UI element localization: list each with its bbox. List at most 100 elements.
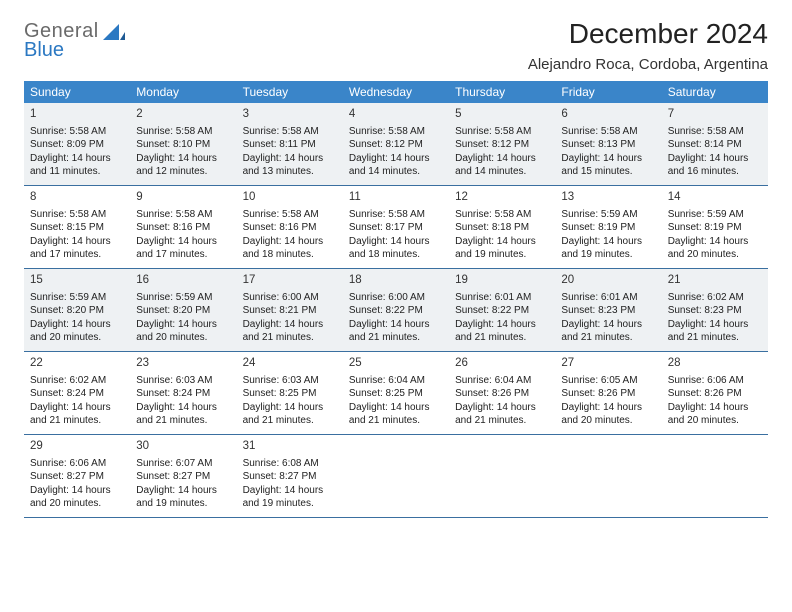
day-cell: 13 Sunrise: 5:59 AMSunset: 8:19 PMDayligh… [555,186,661,268]
sunset-line: Sunset: 8:11 PM [243,138,337,152]
day-number: 7 [668,107,762,123]
sunset-line: Sunset: 8:20 PM [136,304,230,318]
daylight-line: Daylight: 14 hours and 17 minutes. [30,235,124,262]
day-cell: 10Sunrise: 5:58 AMSunset: 8:16 PMDayligh… [237,186,343,268]
day-number: 19 [455,273,549,289]
day-cell: 23Sunrise: 6:03 AMSunset: 8:24 PMDayligh… [130,352,236,434]
sunset-line: Sunset: 8:20 PM [30,304,124,318]
daylight-line: Daylight: 14 hours and 11 minutes. [30,152,124,179]
day-cell: 20Sunrise: 6:01 AMSunset: 8:23 PMDayligh… [555,269,661,351]
sunset-line: Sunset: 8:23 PM [668,304,762,318]
day-cell: 22Sunrise: 6:02 AMSunset: 8:24 PMDayligh… [24,352,130,434]
sunrise-line: Sunrise: 6:00 AM [243,291,337,305]
daylight-line: Daylight: 14 hours and 17 minutes. [136,235,230,262]
sunrise-line: Sunrise: 6:02 AM [668,291,762,305]
header: General Blue December 2024 Alejandro Roc… [24,18,768,73]
sunset-line: Sunset: 8:17 PM [349,221,443,235]
sunset-line: Sunset: 8:26 PM [455,387,549,401]
daylight-line: Daylight: 14 hours and 21 minutes. [136,401,230,428]
week-row: 22Sunrise: 6:02 AMSunset: 8:24 PMDayligh… [24,352,768,435]
sunrise-line: Sunrise: 5:59 AM [668,208,762,222]
empty-cell [662,435,768,517]
sunset-line: Sunset: 8:23 PM [561,304,655,318]
empty-cell [343,435,449,517]
day-cell: 1Sunrise: 5:58 AMSunset: 8:09 PMDaylight… [24,103,130,185]
sunset-line: Sunset: 8:19 PM [561,221,655,235]
sunrise-line: Sunrise: 5:58 AM [455,125,549,139]
sunset-line: Sunset: 8:12 PM [349,138,443,152]
sunset-line: Sunset: 8:24 PM [136,387,230,401]
sunset-line: Sunset: 8:25 PM [349,387,443,401]
daylight-line: Daylight: 14 hours and 19 minutes. [561,235,655,262]
sunset-line: Sunset: 8:18 PM [455,221,549,235]
day-cell: 21Sunrise: 6:02 AMSunset: 8:23 PMDayligh… [662,269,768,351]
day-cell: 9Sunrise: 5:58 AMSunset: 8:16 PMDaylight… [130,186,236,268]
sunrise-line: Sunrise: 6:08 AM [243,457,337,471]
daylight-line: Daylight: 14 hours and 19 minutes. [243,484,337,511]
day-number: 25 [349,356,443,372]
sunrise-line: Sunrise: 5:58 AM [30,208,124,222]
day-cell: 29Sunrise: 6:06 AMSunset: 8:27 PMDayligh… [24,435,130,517]
title-block: December 2024 Alejandro Roca, Cordoba, A… [528,18,768,73]
sunset-line: Sunset: 8:15 PM [30,221,124,235]
day-number: 18 [349,273,443,289]
sunrise-line: Sunrise: 6:05 AM [561,374,655,388]
dow-cell: Wednesday [343,81,449,103]
day-cell: 25Sunrise: 6:04 AMSunset: 8:25 PMDayligh… [343,352,449,434]
logo: General Blue [24,18,125,60]
day-cell: 14Sunrise: 5:59 AMSunset: 8:19 PMDayligh… [662,186,768,268]
sunrise-line: Sunrise: 6:03 AM [136,374,230,388]
daylight-line: Daylight: 14 hours and 21 minutes. [243,318,337,345]
daylight-line: Daylight: 14 hours and 20 minutes. [561,401,655,428]
daylight-line: Daylight: 14 hours and 20 minutes. [668,235,762,262]
daylight-line: Daylight: 14 hours and 14 minutes. [455,152,549,179]
day-cell: 27Sunrise: 6:05 AMSunset: 8:26 PMDayligh… [555,352,661,434]
daylight-line: Daylight: 14 hours and 16 minutes. [668,152,762,179]
day-number: 13 [561,190,655,206]
sunset-line: Sunset: 8:16 PM [136,221,230,235]
day-number: 16 [136,273,230,289]
day-number: 11 [349,190,443,206]
sunrise-line: Sunrise: 5:58 AM [136,125,230,139]
sunset-line: Sunset: 8:14 PM [668,138,762,152]
day-cell: 11Sunrise: 5:58 AMSunset: 8:17 PMDayligh… [343,186,449,268]
logo-text: General Blue [24,22,99,60]
day-cell: 3 Sunrise: 5:58 AMSunset: 8:11 PMDaylight… [237,103,343,185]
logo-sail-icon [103,22,125,47]
sunrise-line: Sunrise: 5:59 AM [561,208,655,222]
day-cell: 12Sunrise: 5:58 AMSunset: 8:18 PMDayligh… [449,186,555,268]
week-row: 15Sunrise: 5:59 AMSunset: 8:20 PMDayligh… [24,269,768,352]
sunset-line: Sunset: 8:27 PM [243,470,337,484]
sunset-line: Sunset: 8:27 PM [30,470,124,484]
sunset-line: Sunset: 8:22 PM [455,304,549,318]
day-number: 14 [668,190,762,206]
sunrise-line: Sunrise: 5:58 AM [136,208,230,222]
daylight-line: Daylight: 14 hours and 18 minutes. [349,235,443,262]
day-number: 20 [561,273,655,289]
page-title: December 2024 [528,18,768,50]
day-number: 21 [668,273,762,289]
day-cell: 8Sunrise: 5:58 AMSunset: 8:15 PMDaylight… [24,186,130,268]
day-number: 31 [243,439,337,455]
sunrise-line: Sunrise: 5:58 AM [243,125,337,139]
sunrise-line: Sunrise: 5:58 AM [455,208,549,222]
day-number: 3 [243,107,337,123]
day-number: 2 [136,107,230,123]
daylight-line: Daylight: 14 hours and 21 minutes. [349,401,443,428]
logo-line2-text: Blue [24,39,64,61]
sunrise-line: Sunrise: 5:58 AM [30,125,124,139]
empty-cell [555,435,661,517]
sunset-line: Sunset: 8:27 PM [136,470,230,484]
sunset-line: Sunset: 8:25 PM [243,387,337,401]
week-row: 8Sunrise: 5:58 AMSunset: 8:15 PMDaylight… [24,186,768,269]
daylight-line: Daylight: 14 hours and 12 minutes. [136,152,230,179]
sunset-line: Sunset: 8:26 PM [561,387,655,401]
day-number: 4 [349,107,443,123]
sunset-line: Sunset: 8:22 PM [349,304,443,318]
daylight-line: Daylight: 14 hours and 15 minutes. [561,152,655,179]
day-number: 22 [30,356,124,372]
sunrise-line: Sunrise: 5:58 AM [668,125,762,139]
daylight-line: Daylight: 14 hours and 13 minutes. [243,152,337,179]
sunrise-line: Sunrise: 6:04 AM [455,374,549,388]
daylight-line: Daylight: 14 hours and 21 minutes. [243,401,337,428]
